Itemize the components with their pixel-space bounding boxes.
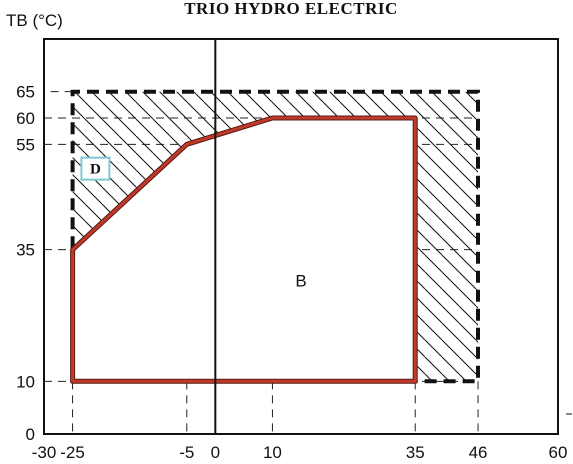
x-tick-label: 10 <box>263 443 282 462</box>
zone-d-border <box>70 89 480 384</box>
x-tick-label: -30 <box>32 443 57 462</box>
y-tick-label: 0 <box>26 425 35 444</box>
zone-b-border <box>71 116 417 383</box>
y-tick-label: 55 <box>16 135 35 154</box>
zone-d-label: D <box>90 162 101 178</box>
x-tick-label: -5 <box>179 443 194 462</box>
zone-b-label: B <box>295 272 306 291</box>
zone-labels: DB <box>80 156 307 291</box>
x-tick-label: 60 <box>549 443 568 462</box>
plot-border <box>43 38 559 435</box>
x-tick-label: 46 <box>469 443 488 462</box>
y-tick-label: 35 <box>16 241 35 260</box>
zone-b <box>70 115 418 384</box>
x-tick-label: 0 <box>211 443 220 462</box>
chart-title: TRIO HYDRO ELECTRIC <box>184 0 398 18</box>
zone-b-fill <box>72 118 416 382</box>
zone-d-label-box <box>80 156 111 181</box>
y-tick-label: 60 <box>16 109 35 128</box>
x-tick-label: 35 <box>406 443 425 462</box>
x-tick-label: -25 <box>60 443 85 462</box>
y-tick-labels: 0 10 35 55 60 65 <box>16 83 35 444</box>
plot-frame <box>43 38 559 435</box>
y-axis-title: TB (°C) <box>6 11 63 30</box>
y-tick-label: 10 <box>16 372 35 391</box>
y-tick-label: 65 <box>16 83 35 102</box>
x-tick-labels: -30 -25 -5 0 10 35 46 60 <box>32 443 568 462</box>
